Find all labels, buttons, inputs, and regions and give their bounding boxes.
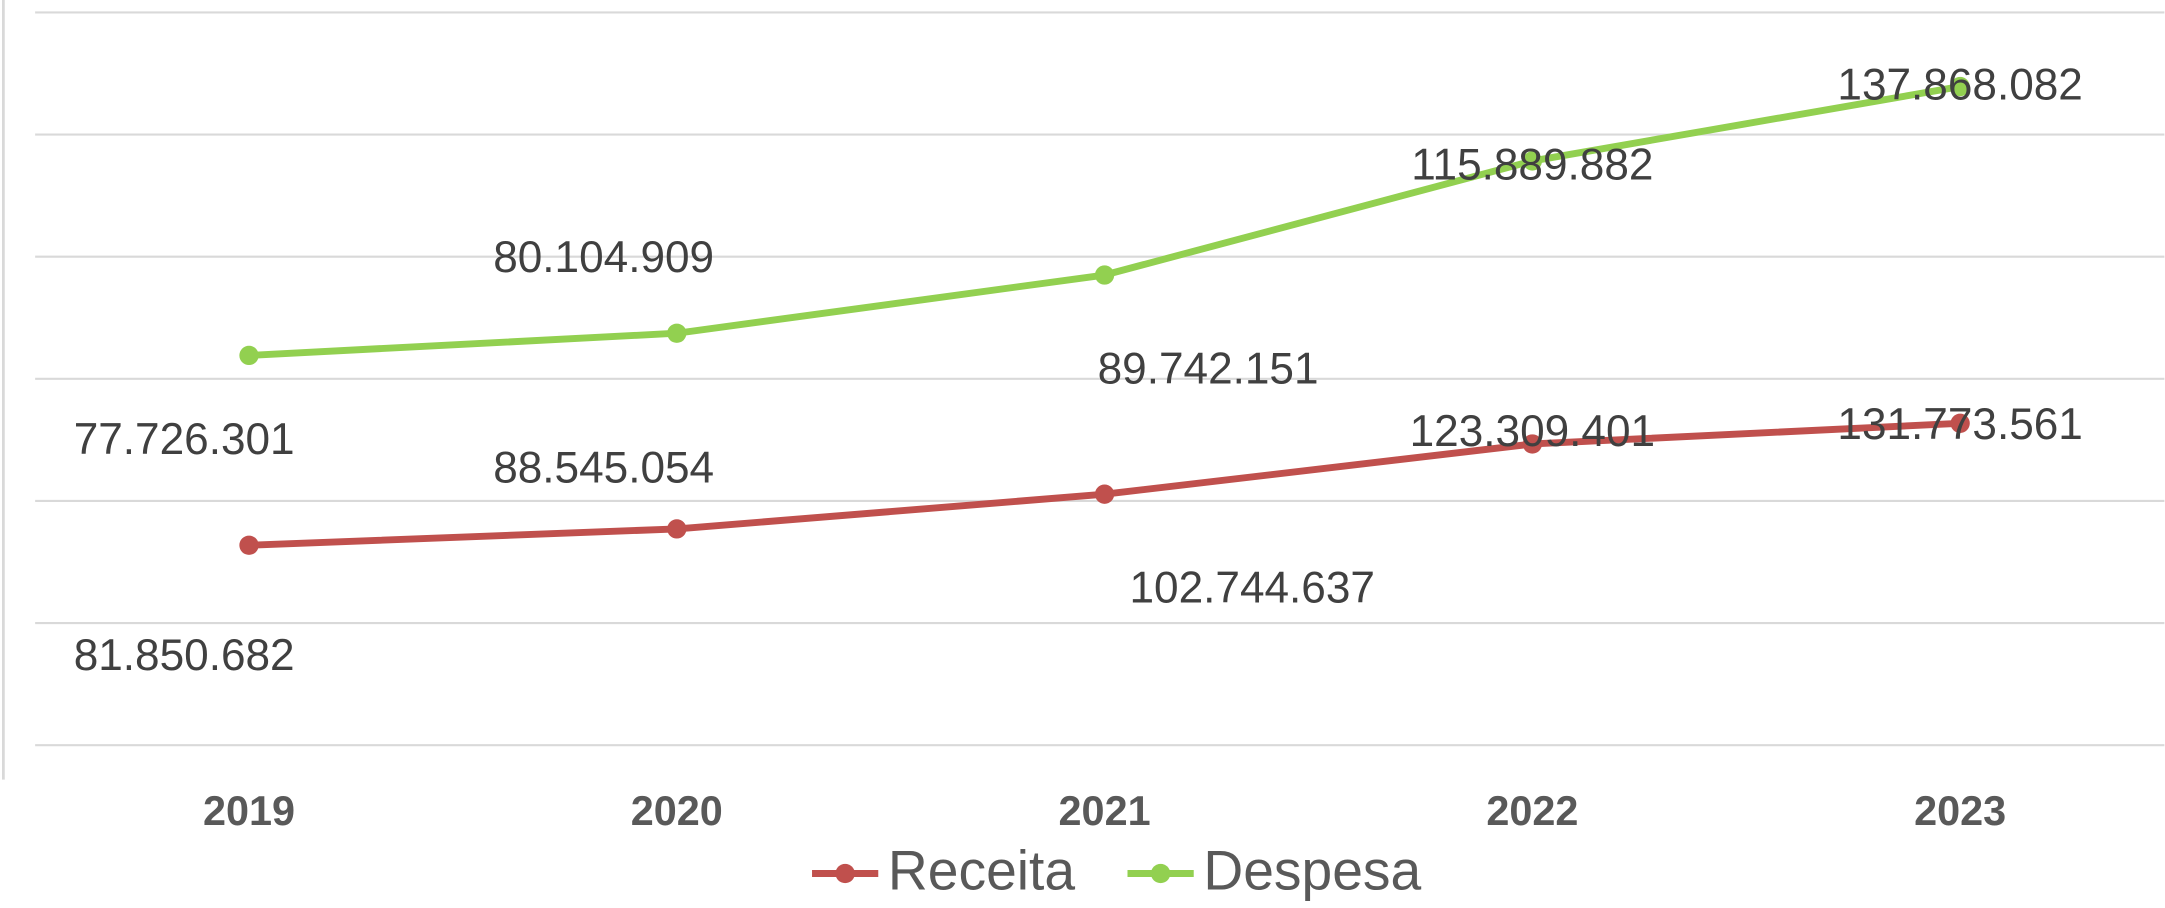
point: [1950, 413, 1970, 433]
data-label: 115.889.882: [1411, 140, 1653, 189]
point: [239, 345, 259, 366]
x-tick-label: 2019: [203, 788, 295, 834]
point: [1522, 151, 1543, 171]
point: [667, 519, 687, 539]
series-line: [248, 83, 1961, 359]
point: [239, 535, 259, 555]
data-label: 123.309.401: [1410, 407, 1655, 456]
data-label: 88.545.054: [493, 444, 714, 493]
data-label: 137.868.082: [1837, 61, 2082, 110]
point: [1094, 484, 1115, 504]
data-label: 89.742.151: [1098, 344, 1319, 393]
data-label: 77.726.301: [74, 415, 295, 464]
point: [1522, 434, 1543, 454]
x-tick-label: 2020: [631, 788, 723, 834]
point: [1094, 265, 1115, 285]
data-label: 80.104.909: [493, 233, 714, 282]
data-label: 102.744.637: [1129, 563, 1374, 612]
x-tick-label: 2021: [1059, 788, 1151, 834]
legend-label: Despesa: [1203, 839, 1421, 901]
x-tick-label: 2022: [1486, 788, 1578, 834]
x-tick-label: 2023: [1914, 788, 2006, 834]
legend-label: Receita: [888, 839, 1075, 901]
point: [667, 323, 687, 343]
data-label: 131.773.561: [1837, 400, 2082, 449]
legend-marker: [1150, 863, 1171, 884]
data-label: 81.850.682: [74, 631, 295, 680]
point: [1950, 76, 1970, 97]
legend-marker: [835, 863, 855, 884]
